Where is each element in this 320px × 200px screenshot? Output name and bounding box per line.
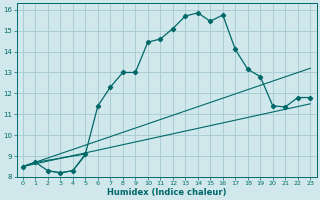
X-axis label: Humidex (Indice chaleur): Humidex (Indice chaleur) bbox=[107, 188, 226, 197]
